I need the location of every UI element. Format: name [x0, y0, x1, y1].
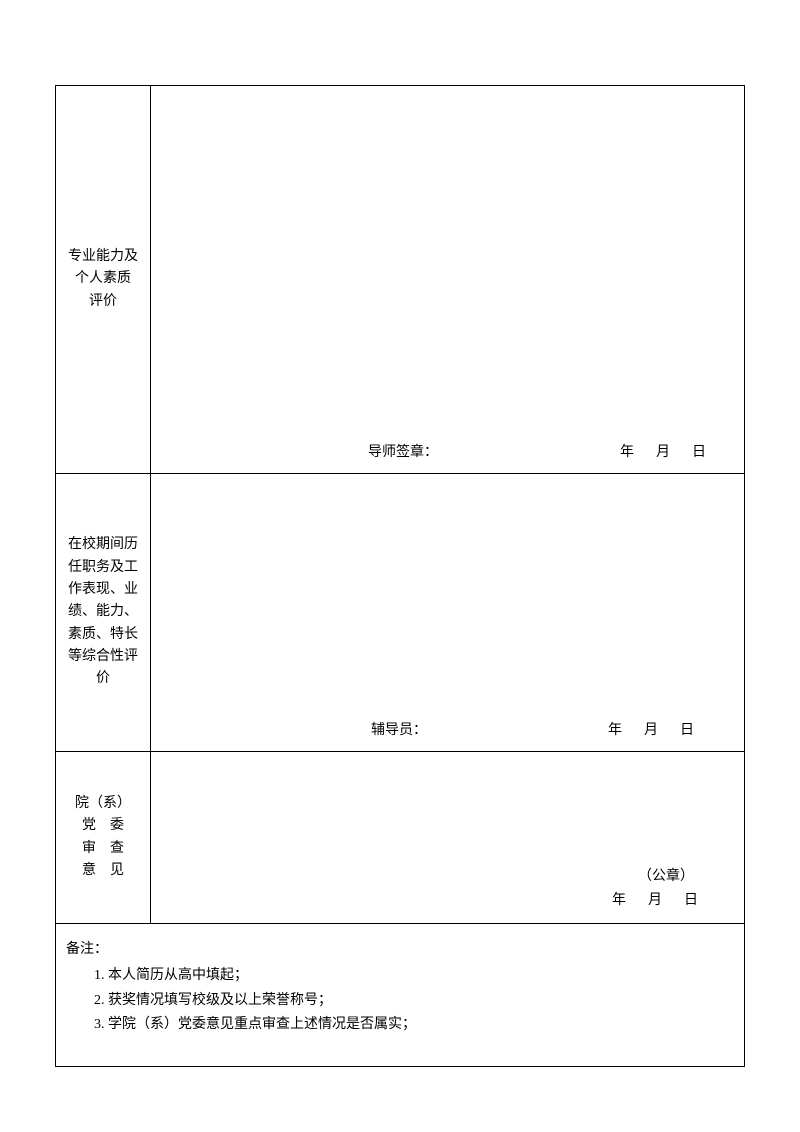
signature-date: 年月日 — [620, 441, 708, 461]
signature-label: 辅导员： — [371, 719, 427, 739]
row-notes: 备注： 1. 本人简历从高中填起； 2. 获奖情况填写校级及以上荣誉称号； 3.… — [56, 924, 745, 1067]
label-line: 评价 — [66, 291, 140, 313]
notes-list: 1. 本人简历从高中填起； 2. 获奖情况填写校级及以上荣誉称号； 3. 学院（… — [94, 964, 734, 1037]
label-line: 等综合性评 — [66, 646, 140, 668]
notes-item: 1. 本人简历从高中填起； — [94, 964, 734, 988]
content-school-performance: 辅导员： 年 月 日 — [151, 474, 745, 752]
date-month: 月 — [644, 723, 660, 738]
notes-item: 3. 学院（系）党委意见重点审查上述情况是否属实； — [94, 1013, 734, 1037]
date-month: 月 — [648, 893, 664, 908]
signature-line-supervisor: 导师签章： 年 月 日 — [151, 441, 744, 461]
row-school-performance: 在校期间历 任职务及工 作表现、业 绩、能力、 素质、特长 等综合性评 价 辅导… — [56, 474, 745, 752]
date-day: 日 — [692, 445, 708, 460]
date-day: 日 — [684, 893, 700, 908]
label-line: 个人素质 — [66, 268, 140, 290]
stamp-label: （公章） — [638, 865, 700, 889]
label-line: 绩、能力、 — [66, 601, 140, 623]
label-line: 审 查 — [66, 838, 140, 860]
stamp-date: 年月日 — [612, 889, 700, 913]
date-year: 年 — [608, 723, 624, 738]
notes-cell: 备注： 1. 本人简历从高中填起； 2. 获奖情况填写校级及以上荣誉称号； 3.… — [56, 924, 745, 1067]
date-year: 年 — [620, 445, 636, 460]
notes-title: 备注： — [66, 938, 734, 962]
notes-item: 2. 获奖情况填写校级及以上荣誉称号； — [94, 989, 734, 1013]
label-committee-review: 院（系） 党 委 审 查 意 见 — [56, 752, 151, 924]
row-professional-evaluation: 专业能力及 个人素质 评价 导师签章： 年 月 日 — [56, 86, 745, 474]
signature-label: 导师签章： — [368, 441, 438, 461]
label-line: 作表现、业 — [66, 579, 140, 601]
label-line: 价 — [66, 668, 140, 690]
label-line: 专业能力及 — [66, 246, 140, 268]
label-line: 任职务及工 — [66, 557, 140, 579]
evaluation-form-table: 专业能力及 个人素质 评价 导师签章： 年月日 在校期间历 任职务及工 作表现、… — [55, 85, 745, 1067]
content-committee-review: （公章） 年 月 日 — [151, 752, 745, 924]
row-committee-review: 院（系） 党 委 审 查 意 见 （公章） 年 月 日 — [56, 752, 745, 924]
label-line: 意 见 — [66, 860, 140, 882]
label-line: 素质、特长 — [66, 624, 140, 646]
label-professional-evaluation: 专业能力及 个人素质 评价 — [56, 86, 151, 474]
date-day: 日 — [680, 723, 696, 738]
date-month: 月 — [656, 445, 672, 460]
label-line: 院（系） — [66, 793, 140, 815]
signature-line-counselor: 辅导员： 年 月 日 — [151, 719, 744, 739]
stamp-block: （公章） 年 月 日 — [612, 865, 700, 913]
date-year: 年 — [612, 893, 628, 908]
label-line: 党 委 — [66, 815, 140, 837]
label-school-performance: 在校期间历 任职务及工 作表现、业 绩、能力、 素质、特长 等综合性评 价 — [56, 474, 151, 752]
content-professional-evaluation: 导师签章： 年 月 日 — [151, 86, 745, 474]
signature-date: 年月日 — [608, 719, 696, 739]
label-line: 在校期间历 — [66, 534, 140, 556]
